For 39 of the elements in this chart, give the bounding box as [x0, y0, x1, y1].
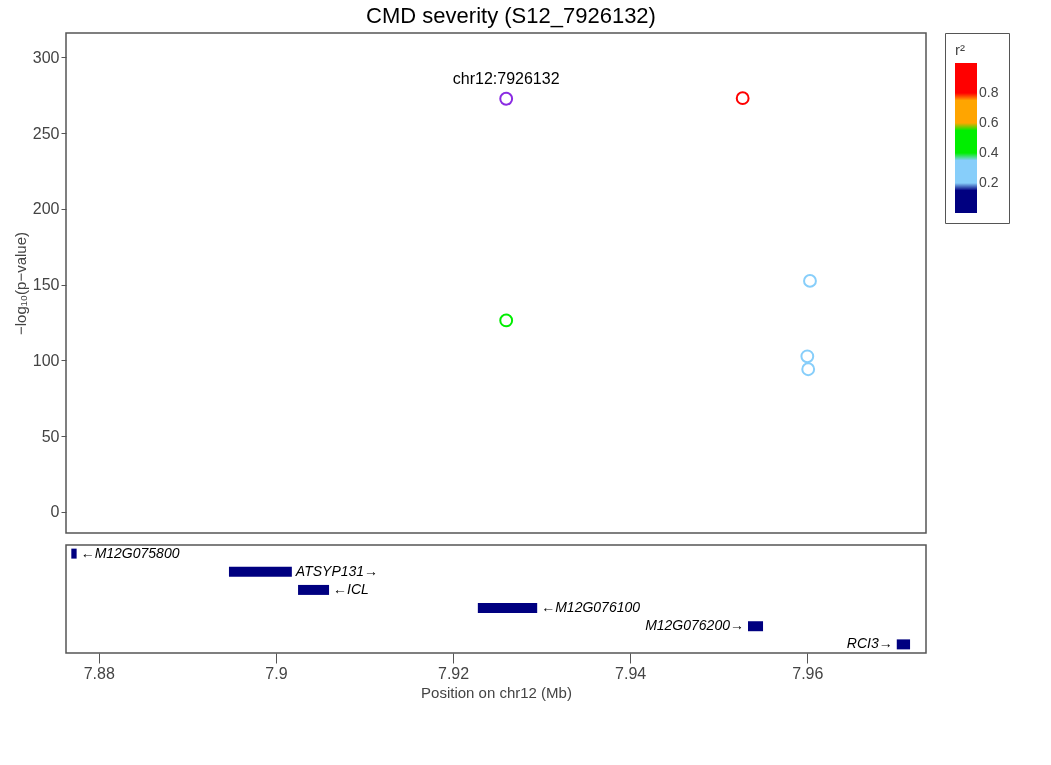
x-tick-label: 7.96: [792, 664, 824, 682]
y-tick-label: 300: [32, 48, 60, 66]
x-tick-label: 7.92: [437, 664, 470, 682]
point: [801, 362, 816, 377]
color-bar-label: 0.8: [979, 84, 999, 100]
x-axis-title: Position on chr12 (Mb): [421, 683, 572, 701]
bar: [477, 603, 538, 614]
bar: [228, 566, 292, 577]
y-tick-label: 250: [32, 124, 60, 142]
point: [499, 313, 514, 328]
data-label: ←ICL: [333, 580, 369, 597]
color-bar-label: 0.2: [979, 174, 999, 190]
data-label: RCI3→: [846, 635, 893, 652]
data-label: ATSYP131→: [294, 562, 379, 579]
data-label: ←M12G076100: [541, 599, 641, 616]
chart-title: CMD severity (S12_7926132): [366, 3, 656, 29]
point: [803, 273, 817, 288]
y-tick-label: 50: [41, 427, 60, 445]
data-label: ←M12G075800: [80, 544, 180, 561]
color-bar-title: r²: [955, 41, 965, 58]
bar: [896, 639, 911, 650]
annotation: chr12:7926132: [452, 69, 560, 87]
bar: [298, 584, 330, 595]
x-tick-label: 7.94: [615, 664, 647, 682]
y-tick-label: 150: [32, 276, 60, 294]
point: [499, 91, 514, 106]
point: [735, 91, 750, 106]
data-label: M12G076200→: [645, 617, 744, 634]
y-tick-label: 100: [32, 351, 60, 369]
x-tick-label: 7.9: [265, 664, 288, 682]
color-bar-label: 0.6: [979, 114, 999, 130]
color-bar-label: 0.4: [979, 144, 999, 160]
y-axis-title: −log₁₀(p−value): [11, 231, 29, 336]
y-tick-label: 200: [32, 200, 60, 218]
bar: [71, 548, 77, 559]
bar: [747, 621, 764, 632]
y-tick-label: 0: [50, 503, 60, 521]
point: [800, 349, 815, 364]
x-tick-label: 7.88: [83, 664, 115, 682]
